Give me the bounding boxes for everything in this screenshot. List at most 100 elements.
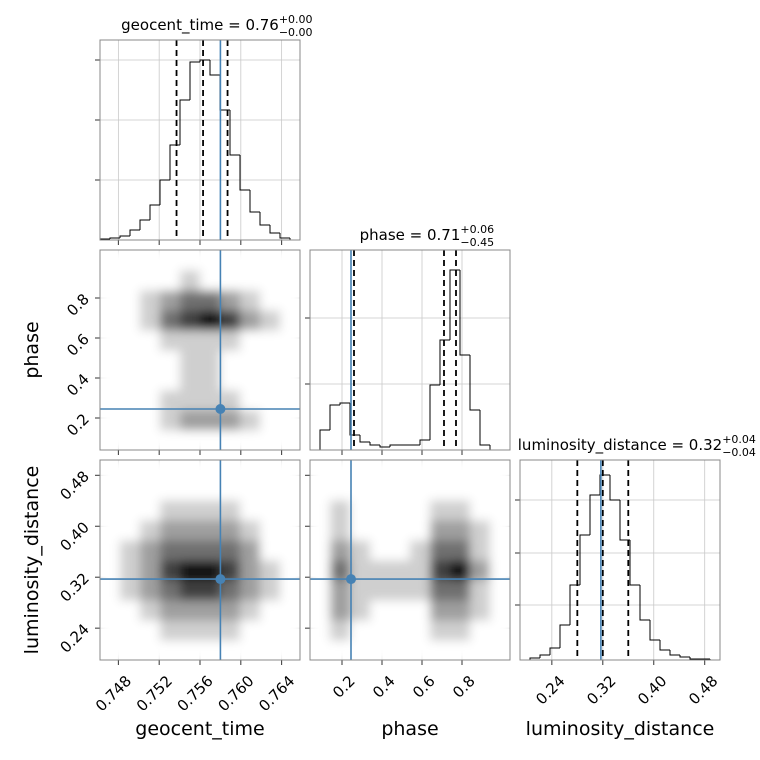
density-cell	[220, 390, 241, 411]
density-cell	[240, 430, 261, 450]
density-cell	[200, 390, 221, 411]
density-cell	[350, 560, 371, 581]
density-cell	[140, 600, 161, 621]
y-axis-label: phase	[21, 321, 43, 378]
density-cell	[330, 500, 351, 521]
panel-title: luminosity_distance = 0.32+0.04 −0.04	[518, 433, 756, 459]
axes-frame	[99, 39, 301, 241]
x-tick-label: 0.6	[409, 672, 439, 702]
density-cell	[430, 460, 451, 481]
density-cell	[350, 600, 371, 621]
density-cell	[160, 520, 181, 541]
density-cell	[350, 620, 371, 641]
density-cell	[280, 600, 300, 621]
density-cell	[180, 350, 201, 371]
density-cell	[140, 250, 161, 271]
density-cell	[140, 500, 161, 521]
density-cell	[200, 520, 221, 541]
density-cell	[200, 460, 221, 481]
density-cell	[240, 640, 261, 660]
x-tick-label: 0.2	[329, 672, 359, 702]
histogram-step	[249, 190, 260, 213]
density-cell	[310, 620, 331, 641]
histogram-step	[369, 442, 380, 446]
title-text: phase = 0.71	[360, 226, 461, 244]
density-cell	[450, 500, 471, 521]
title-text: geocent_time = 0.76	[121, 16, 279, 35]
density-cell	[450, 520, 471, 541]
histogram-step	[259, 212, 270, 226]
density-cell	[180, 560, 201, 581]
histogram-step	[629, 540, 640, 586]
density-cell	[160, 350, 181, 371]
density-cell	[180, 330, 201, 351]
density-cell	[240, 500, 261, 521]
density-cell	[160, 500, 181, 521]
density-cell	[370, 580, 391, 601]
density-cell	[100, 350, 121, 371]
density-cell	[140, 330, 161, 351]
density-cell	[140, 540, 161, 561]
histogram-step	[169, 144, 180, 180]
histogram-step	[539, 654, 550, 658]
density-cell	[160, 620, 181, 641]
axes-frame	[99, 459, 301, 661]
histogram-step	[229, 110, 240, 156]
density-cell	[260, 540, 281, 561]
density-cell	[260, 640, 281, 660]
title-plus: +0.04	[722, 433, 756, 446]
density-cell	[120, 580, 141, 601]
density-cell	[180, 430, 201, 450]
density-cell	[490, 540, 510, 561]
density-cell	[260, 350, 281, 371]
density-cell	[140, 640, 161, 660]
density-cell	[120, 310, 141, 331]
density-cell	[120, 640, 141, 660]
density-cell	[240, 600, 261, 621]
density-cell	[100, 310, 121, 331]
density-cell	[470, 640, 491, 660]
density-cell	[200, 310, 221, 331]
density-cell	[140, 390, 161, 411]
density-cell	[430, 560, 451, 581]
panel-title: phase = 0.71+0.06 −0.45	[360, 223, 495, 249]
density-cell	[180, 480, 201, 501]
density-cell	[100, 600, 121, 621]
density-cell	[310, 500, 331, 521]
density-cell	[100, 250, 121, 271]
density-cell	[260, 560, 281, 581]
density-cell	[260, 250, 281, 271]
density-cell	[120, 500, 141, 521]
density-cell	[220, 310, 241, 331]
density-cell	[370, 500, 391, 521]
histogram-step	[109, 237, 120, 239]
density-cell	[220, 270, 241, 291]
density-cell	[180, 250, 201, 271]
density-cell	[470, 540, 491, 561]
axes-frame	[519, 459, 721, 661]
density-cell	[280, 410, 300, 431]
density-cell	[310, 460, 331, 481]
density-cell	[390, 620, 411, 641]
density-cell	[280, 580, 300, 601]
density-cell	[200, 600, 221, 621]
density-cell	[260, 430, 281, 450]
histogram-step	[239, 155, 250, 191]
density-cell	[240, 310, 261, 331]
density-cell	[430, 640, 451, 660]
density-cell	[260, 500, 281, 521]
y-tick-label: 0.32	[56, 569, 92, 605]
density-cell	[490, 520, 510, 541]
density-cell	[280, 560, 300, 581]
density-cell	[100, 460, 121, 481]
density-cell	[310, 580, 331, 601]
title-plus: +0.06	[460, 223, 494, 236]
density-cell	[260, 330, 281, 351]
density-cell	[490, 560, 510, 581]
histogram-step	[609, 475, 620, 501]
histogram-step	[419, 439, 430, 445]
density-cell	[220, 330, 241, 351]
density-cell	[390, 580, 411, 601]
density-cell	[160, 370, 181, 391]
density-cell	[470, 580, 491, 601]
